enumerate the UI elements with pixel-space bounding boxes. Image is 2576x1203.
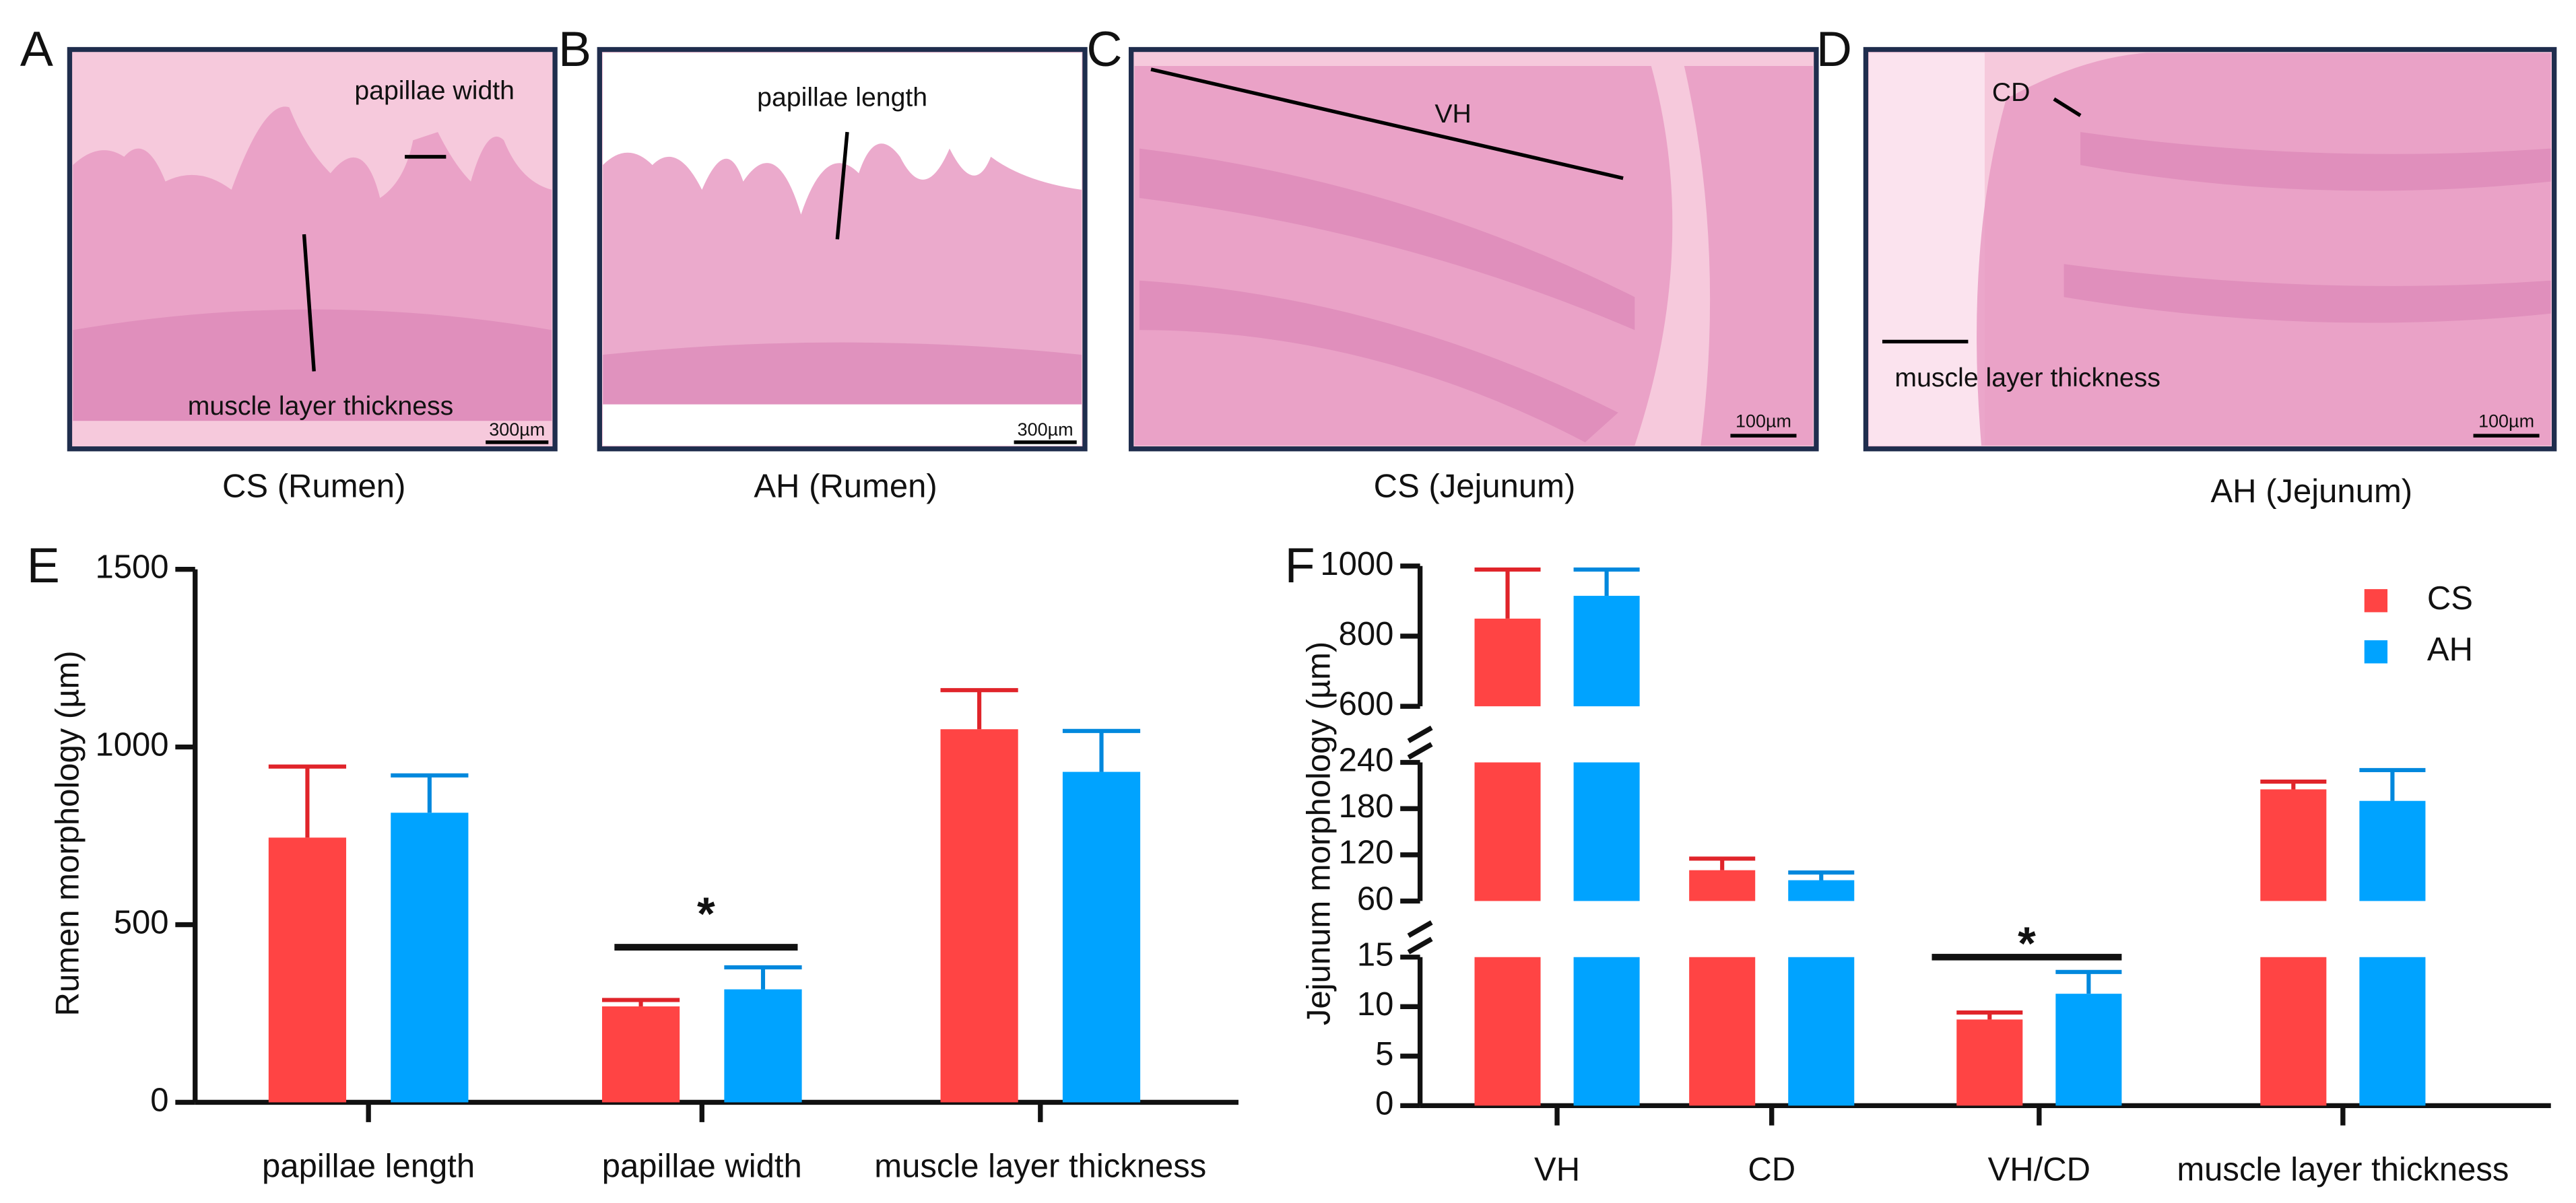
measure-line bbox=[2053, 97, 2082, 117]
panel-letter: D bbox=[1816, 21, 1852, 77]
panel-letter: F bbox=[1285, 537, 1315, 593]
measure-line bbox=[835, 131, 849, 240]
measure-line bbox=[302, 234, 316, 372]
y-tick-label: 240 bbox=[1339, 742, 1394, 778]
legend-label: AH bbox=[2427, 631, 2473, 668]
x-tick-label: CD bbox=[1748, 1151, 1795, 1188]
tissue bbox=[1869, 53, 1985, 446]
y-tick-label: 10 bbox=[1357, 986, 1394, 1023]
image-label: muscle layer thickness bbox=[188, 391, 454, 421]
tissue bbox=[1134, 66, 1673, 446]
image-label: CD bbox=[1992, 77, 2030, 107]
y-tick-label: 1000 bbox=[95, 727, 168, 763]
axis-break bbox=[1407, 742, 1433, 760]
caption: AH (Jejunum) bbox=[2210, 473, 2412, 510]
panel-letter: A bbox=[20, 21, 53, 77]
legend-label: CS bbox=[2427, 580, 2473, 617]
y-tick-label: 5 bbox=[1375, 1036, 1393, 1072]
significance-mark: * bbox=[697, 888, 715, 940]
x-tick-label: muscle layer thickness bbox=[2177, 1151, 2509, 1188]
tissue bbox=[2063, 132, 2551, 323]
caption: AH (Rumen) bbox=[754, 469, 937, 505]
x-tick-label: VH/CD bbox=[1988, 1151, 2091, 1188]
bar bbox=[2260, 957, 2327, 1106]
legend-swatch bbox=[2364, 589, 2388, 613]
bar bbox=[1689, 870, 1756, 901]
scale-label: 300µm bbox=[489, 419, 545, 440]
scale-label: 300µm bbox=[1018, 419, 1074, 440]
bar bbox=[601, 1006, 680, 1103]
axis-break bbox=[1407, 725, 1433, 743]
x-tick-label: muscle layer thickness bbox=[874, 1148, 1206, 1184]
tissue bbox=[603, 143, 1082, 405]
micrograph-d bbox=[1863, 46, 2557, 452]
bar bbox=[1573, 596, 1640, 707]
bar bbox=[1788, 880, 1855, 901]
y-tick-label: 0 bbox=[150, 1082, 168, 1118]
bar bbox=[1788, 957, 1855, 1106]
image-label: muscle layer thickness bbox=[1894, 363, 2160, 392]
bar bbox=[1474, 618, 1541, 707]
y-tick-label: 15 bbox=[1357, 937, 1394, 973]
bar bbox=[1474, 957, 1541, 1106]
x-tick-label: papillae length bbox=[262, 1148, 475, 1184]
bar bbox=[1956, 1019, 2023, 1106]
scale-label: 100µm bbox=[2478, 411, 2534, 432]
y-tick-label: 800 bbox=[1339, 616, 1394, 652]
bar bbox=[2260, 789, 2327, 901]
panel-letter: B bbox=[558, 21, 591, 77]
significance-mark: * bbox=[2018, 918, 2036, 969]
image-label: VH bbox=[1434, 99, 1471, 129]
panel-letter: E bbox=[27, 537, 60, 593]
micrograph-a bbox=[67, 46, 558, 452]
legend-swatch bbox=[2364, 640, 2388, 664]
tissue bbox=[603, 342, 1082, 405]
bar bbox=[1062, 771, 1141, 1103]
bar bbox=[1573, 762, 1640, 901]
x-tick-label: VH bbox=[1534, 1151, 1580, 1188]
image-label: papillae width bbox=[354, 76, 515, 106]
y-axis-label: Jejunum morphology (µm) bbox=[1300, 642, 1337, 1025]
bar bbox=[268, 837, 347, 1103]
micrograph-b bbox=[597, 46, 1088, 452]
bar bbox=[2055, 994, 2122, 1106]
caption: CS (Rumen) bbox=[222, 469, 405, 505]
bar bbox=[1689, 957, 1756, 1106]
tissue bbox=[1684, 66, 1814, 446]
y-tick-label: 600 bbox=[1339, 686, 1394, 722]
y-tick-label: 120 bbox=[1339, 835, 1394, 871]
bar bbox=[1474, 762, 1541, 901]
scale-label: 100µm bbox=[1736, 411, 1791, 432]
tissue bbox=[1139, 148, 1635, 442]
x-tick-label: papillae width bbox=[602, 1148, 802, 1184]
measure-line bbox=[1150, 67, 1624, 180]
bar bbox=[2359, 957, 2426, 1106]
bar bbox=[940, 729, 1018, 1103]
y-tick-label: 500 bbox=[114, 905, 169, 941]
caption: CS (Jejunum) bbox=[1374, 469, 1576, 505]
y-tick-label: 1000 bbox=[1320, 546, 1393, 582]
panel-letter: C bbox=[1086, 21, 1122, 77]
y-axis-label: Rumen morphology (µm) bbox=[49, 650, 86, 1016]
y-tick-label: 60 bbox=[1357, 881, 1394, 917]
axis-break bbox=[1407, 920, 1433, 938]
bar bbox=[724, 989, 802, 1103]
y-tick-label: 180 bbox=[1339, 788, 1394, 825]
bar bbox=[2359, 800, 2426, 901]
image-label: papillae length bbox=[757, 82, 927, 112]
micrograph-c bbox=[1128, 46, 1819, 452]
bar bbox=[391, 813, 469, 1103]
bar bbox=[1573, 957, 1640, 1106]
y-tick-label: 0 bbox=[1375, 1085, 1393, 1122]
axis-break bbox=[1407, 936, 1433, 955]
y-tick-label: 1500 bbox=[95, 549, 168, 586]
